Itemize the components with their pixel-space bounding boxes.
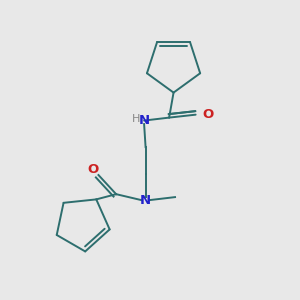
Text: O: O	[202, 108, 213, 121]
Text: H: H	[132, 114, 140, 124]
Text: N: N	[140, 194, 151, 207]
Text: N: N	[139, 114, 150, 127]
Text: O: O	[88, 163, 99, 176]
